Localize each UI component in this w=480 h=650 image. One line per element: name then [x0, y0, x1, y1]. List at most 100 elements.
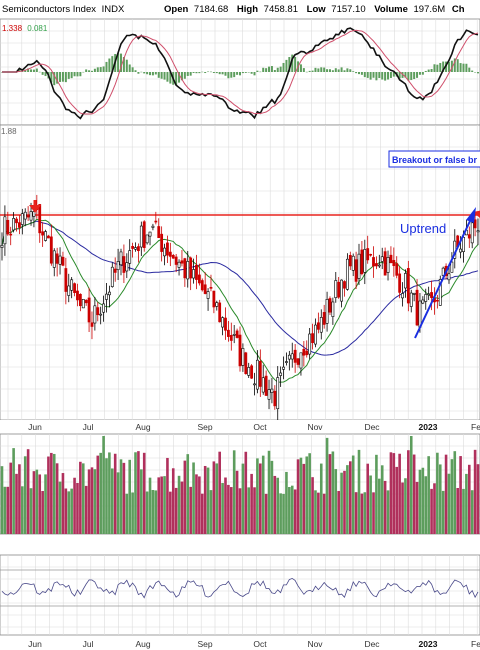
candle: [183, 257, 187, 287]
volume-bar: [424, 476, 428, 534]
macd-histogram-bar: [404, 72, 407, 78]
candle: [360, 240, 364, 276]
price-panel-label: 1.88: [1, 127, 17, 136]
volume-bar: [26, 449, 30, 534]
candle: [450, 252, 454, 273]
candle: [302, 341, 306, 367]
macd-value-2: 0.081: [27, 24, 48, 33]
macd-histogram-bar: [302, 68, 305, 72]
candle: [427, 286, 431, 301]
candle: [3, 205, 7, 256]
macd-histogram-bar: [265, 68, 268, 72]
candle: [340, 279, 343, 308]
volume-bar: [148, 477, 152, 534]
macd-histogram-bar: [462, 63, 465, 72]
candle: [325, 291, 329, 332]
macd-histogram-bar: [387, 72, 390, 80]
macd-histogram-bar: [413, 72, 416, 80]
volume-bar: [308, 453, 311, 534]
macd-histogram-bar: [285, 59, 288, 72]
volume-bar: [290, 485, 294, 534]
candle: [377, 254, 381, 269]
volume-bar: [108, 452, 111, 534]
candle: [52, 248, 56, 277]
volume-bar: [459, 456, 462, 534]
macd-histogram-bar: [323, 67, 326, 72]
candle: [18, 215, 21, 235]
candle: [241, 343, 245, 372]
macd-histogram-bar: [352, 71, 355, 72]
volume-bar: [279, 493, 282, 534]
volume-bar: [160, 476, 163, 534]
candle: [87, 287, 91, 333]
candle: [354, 251, 358, 290]
macd-histogram-bar: [256, 70, 259, 72]
volume-bar: [79, 461, 82, 534]
volume-bar: [409, 436, 413, 534]
volume-bar: [215, 463, 219, 534]
candle: [119, 248, 123, 276]
volume-bar: [203, 465, 207, 534]
volume-bar: [270, 460, 274, 534]
candle: [84, 299, 88, 306]
candle: [287, 350, 291, 371]
volume-bar: [102, 436, 105, 534]
volume-bar: [116, 472, 120, 534]
low-value: 7157.10: [331, 4, 365, 15]
macd-histogram-bar: [50, 72, 53, 83]
macd-histogram-bar: [337, 69, 340, 72]
candle: [134, 242, 137, 252]
candle: [0, 232, 4, 261]
macd-histogram-bar: [24, 69, 27, 72]
candle: [285, 352, 288, 366]
macd-histogram-bar: [224, 72, 227, 76]
volume-bar: [137, 451, 140, 534]
macd-histogram-bar: [270, 66, 273, 72]
volume-bar: [317, 492, 320, 534]
candle: [99, 306, 103, 325]
volume-bar: [169, 491, 172, 534]
candle: [122, 244, 126, 284]
candle: [415, 279, 419, 327]
volume-bar: [154, 490, 158, 534]
candle: [215, 300, 219, 311]
candle: [203, 272, 207, 295]
macd-line: [2, 27, 479, 120]
volume-bar: [357, 449, 361, 534]
macd-histogram-bar: [44, 72, 47, 77]
volume-bar: [467, 464, 471, 534]
volume-bar: [73, 477, 76, 534]
volume-bar: [453, 451, 457, 534]
macd-histogram-bar: [111, 56, 114, 72]
volume-bar: [134, 452, 137, 534]
volume-bar: [125, 493, 129, 534]
high-label: High: [237, 4, 258, 15]
volume-bar: [145, 491, 149, 534]
macd-histogram-bar: [204, 72, 207, 74]
volume-bar: [412, 454, 416, 534]
candle: [334, 272, 338, 303]
volume-bar: [58, 481, 62, 534]
macd-histogram-bar: [215, 72, 218, 74]
macd-histogram-bar: [21, 71, 24, 72]
candle: [238, 326, 242, 372]
macd-histogram-bar: [160, 72, 163, 79]
candle: [386, 250, 390, 281]
candle: [389, 246, 393, 264]
macd-histogram-bar: [453, 58, 456, 72]
volume-bar: [285, 471, 288, 534]
candle: [473, 210, 477, 237]
macd-histogram-bar: [288, 57, 291, 72]
volume-bar: [44, 474, 47, 534]
volume-bar: [3, 486, 7, 534]
volume-bar: [267, 450, 271, 534]
macd-histogram-bar: [122, 57, 125, 72]
open-value: 7184.68: [194, 4, 228, 15]
volume-bar: [12, 448, 15, 534]
volume-bar: [348, 461, 352, 534]
candle: [174, 253, 178, 273]
candle: [145, 234, 149, 245]
macd-histogram-bar: [331, 70, 334, 72]
macd-histogram-bar: [314, 67, 317, 72]
candle: [186, 251, 190, 288]
